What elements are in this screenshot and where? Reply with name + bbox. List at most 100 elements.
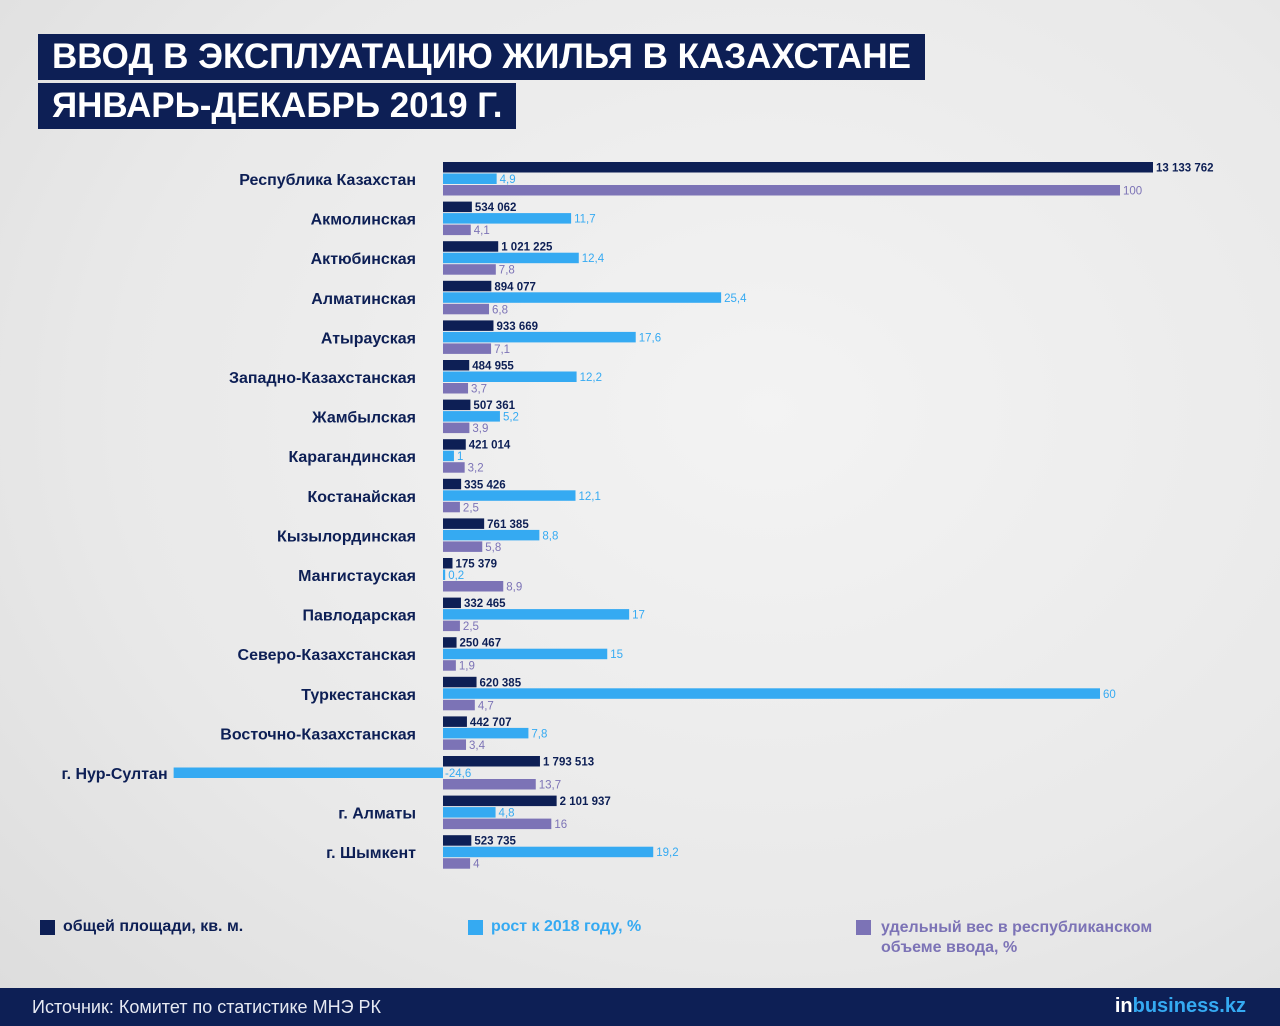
bar-s2-10: [443, 581, 504, 592]
source-text: Источник: Комитет по статистике МНЭ РК: [32, 997, 381, 1017]
bar-s0-13: [443, 676, 477, 688]
value-label-s0-1: 534 062: [475, 202, 517, 214]
bar-s2-5: [443, 383, 469, 394]
category-label-5: Западно-Казахстанская: [229, 370, 416, 387]
value-label-s0-8: 335 426: [464, 479, 506, 491]
bar-s2-4: [443, 343, 492, 354]
value-label-s1-3: 25,4: [724, 293, 747, 305]
value-label-s0-14: 442 707: [470, 717, 512, 729]
bar-s2-0: [443, 185, 1120, 196]
bar-s1-8: [443, 490, 576, 501]
bar-s2-14: [443, 739, 467, 750]
value-label-s1-1: 11,7: [574, 214, 596, 226]
category-label-8: Костанайская: [308, 489, 417, 506]
value-label-s1-6: 5,2: [503, 412, 519, 424]
value-label-s2-10: 8,9: [506, 582, 522, 594]
value-label-s2-2: 7,8: [499, 265, 515, 277]
value-label-s1-4: 17,6: [639, 332, 661, 344]
bar-s1-4: [443, 331, 636, 343]
value-label-s0-3: 894 077: [494, 281, 536, 293]
value-label-s2-9: 5,8: [485, 542, 501, 554]
bar-s2-8: [443, 501, 460, 513]
value-label-s2-17: 4: [473, 859, 480, 871]
bar-s1-6: [443, 411, 500, 422]
category-label-12: Северо-Казахстанская: [238, 647, 416, 664]
bar-s0-1: [443, 201, 472, 213]
category-label-6: Жамбылская: [311, 410, 416, 427]
bar-s2-3: [443, 303, 490, 315]
category-label-0: Республика Казахстан: [239, 172, 416, 189]
value-label-s1-9: 8,8: [542, 530, 558, 542]
bar-s1-5: [443, 371, 577, 382]
legend-label-share-2: объеме ввода, %: [881, 939, 1018, 956]
bar-s1-16: [443, 807, 496, 818]
logo-rest: business.kz: [1132, 995, 1246, 1017]
bar-s0-5: [443, 360, 470, 371]
value-label-s1-12: 15: [610, 649, 623, 661]
value-label-s0-9: 761 385: [487, 519, 529, 531]
bar-s0-6: [443, 399, 471, 411]
bar-s1-12: [443, 648, 608, 660]
legend-swatch-share: [856, 920, 871, 935]
bar-s0-14: [443, 716, 467, 727]
bar-s1-0: [443, 173, 497, 184]
bar-s2-17: [443, 858, 471, 869]
bar-s2-9: [443, 541, 483, 552]
value-label-s2-14: 3,4: [469, 740, 486, 752]
bar-s0-4: [443, 320, 494, 331]
bar-s2-11: [443, 620, 460, 632]
value-label-s0-11: 332 465: [464, 598, 506, 610]
bar-s2-16: [443, 818, 552, 830]
value-label-s0-16: 2 101 937: [560, 796, 611, 808]
legend-label-area: общей площади, кв. м.: [63, 918, 244, 935]
bar-s0-8: [443, 478, 462, 490]
value-label-s1-16: 4,8: [499, 808, 515, 820]
category-label-14: Восточно-Казахстанская: [220, 726, 416, 743]
bar-s2-6: [443, 422, 470, 434]
bar-s0-0: [443, 162, 1153, 173]
logo: inbusiness.kz: [1115, 995, 1246, 1018]
bar-s0-10: [443, 558, 453, 569]
value-label-s0-7: 421 014: [469, 440, 511, 452]
category-label-2: Актюбинская: [311, 251, 416, 268]
category-label-13: Туркестанская: [301, 687, 416, 704]
bar-s2-7: [443, 462, 465, 473]
legend-growth: рост к 2018 году, %: [468, 918, 641, 936]
value-label-s0-13: 620 385: [480, 677, 522, 689]
category-label-3: Алматинская: [311, 291, 416, 308]
bar-s0-17: [443, 835, 472, 846]
value-label-s0-10: 175 379: [455, 559, 497, 571]
value-label-s0-5: 484 955: [472, 361, 514, 373]
value-label-s2-0: 100: [1123, 186, 1142, 198]
value-label-s2-11: 2,5: [463, 621, 479, 633]
value-label-s2-7: 3,2: [468, 463, 484, 475]
bar-s1-7: [443, 450, 454, 462]
category-label-17: г. Шымкент: [326, 845, 416, 862]
value-label-s1-5: 12,2: [580, 372, 602, 384]
value-label-s2-5: 3,7: [471, 384, 487, 396]
legend-label-share-1: удельный вес в республиканском: [881, 919, 1153, 936]
bar-s1-1: [443, 213, 572, 224]
bar-s1-14: [443, 727, 529, 739]
value-label-s2-13: 4,7: [478, 700, 494, 712]
category-label-15: г. Нур-Султан: [62, 766, 168, 783]
bar-s0-3: [443, 280, 492, 292]
value-label-s0-6: 507 361: [473, 400, 515, 412]
bar-s0-16: [443, 795, 557, 807]
bar-s1-10: [443, 569, 446, 580]
value-label-s0-2: 1 021 225: [501, 242, 553, 254]
value-label-s2-3: 6,8: [492, 304, 508, 316]
bar-s1-3: [443, 292, 722, 303]
bar-s1-2: [443, 252, 579, 264]
bar-s1-11: [443, 609, 630, 620]
bar-s0-9: [443, 518, 485, 529]
value-label-s2-8: 2,5: [463, 502, 479, 514]
bar-s0-2: [443, 241, 499, 252]
bar-s2-1: [443, 224, 471, 236]
bar-s0-11: [443, 597, 461, 609]
bar-s2-2: [443, 264, 496, 275]
value-label-s2-12: 1,9: [459, 661, 475, 673]
bar-s1-17: [443, 846, 654, 858]
bar-s1-13: [443, 688, 1100, 699]
value-label-s2-16: 16: [554, 819, 567, 831]
